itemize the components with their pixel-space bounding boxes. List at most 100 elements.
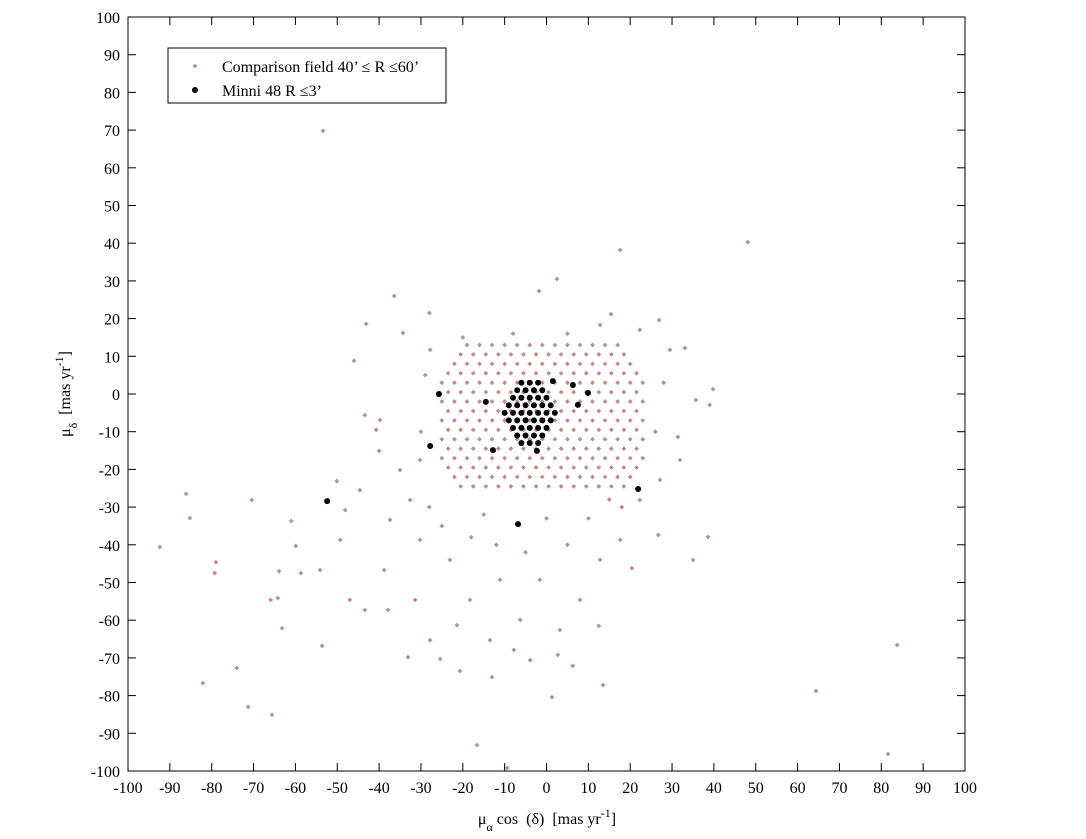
point <box>474 742 480 748</box>
point <box>608 370 614 376</box>
point <box>634 408 639 414</box>
point <box>555 652 561 658</box>
point <box>510 331 516 337</box>
point <box>596 389 602 395</box>
point <box>487 637 493 643</box>
point <box>483 427 489 433</box>
point <box>234 665 240 671</box>
point <box>521 465 526 470</box>
point <box>745 239 751 245</box>
point <box>547 417 554 424</box>
point <box>470 370 476 376</box>
point <box>621 446 627 452</box>
x-tick-label: 90 <box>915 780 931 797</box>
series <box>324 378 642 528</box>
point <box>405 654 411 660</box>
point <box>539 342 545 348</box>
point <box>657 477 663 483</box>
point <box>571 370 577 376</box>
point <box>357 487 363 493</box>
point <box>527 361 533 367</box>
point <box>565 331 570 337</box>
point <box>640 399 646 404</box>
point <box>526 440 533 447</box>
point <box>585 516 591 521</box>
point <box>458 446 464 452</box>
point <box>514 387 521 394</box>
point <box>417 537 423 543</box>
point <box>590 361 595 367</box>
point <box>583 427 589 433</box>
y-tick-label: 70 <box>104 123 120 140</box>
point <box>470 483 476 489</box>
point <box>477 361 482 367</box>
point <box>522 387 529 394</box>
point <box>635 486 642 493</box>
point <box>418 429 424 435</box>
point <box>407 497 413 503</box>
point <box>608 389 614 395</box>
point <box>535 394 542 401</box>
point <box>422 372 428 378</box>
point <box>571 446 577 452</box>
point <box>458 352 464 357</box>
point <box>546 389 551 395</box>
point <box>558 370 564 376</box>
point <box>530 387 537 394</box>
point <box>489 436 495 442</box>
point <box>627 474 633 480</box>
point <box>439 417 445 423</box>
point <box>501 409 508 416</box>
point <box>596 427 602 433</box>
point <box>293 543 299 549</box>
point <box>602 380 608 386</box>
point <box>489 399 495 404</box>
point <box>279 625 285 631</box>
point <box>502 342 508 348</box>
point <box>495 389 501 395</box>
point <box>435 391 442 397</box>
point <box>634 389 639 395</box>
point <box>640 455 646 461</box>
legend: Comparison field 40’ ≤ R ≤60’ Minni 48 R … <box>192 59 419 100</box>
axes: -100 -90 -80 -70 -60 -50 -40 -30 -20 -10 0 10 20 30 40… <box>91 10 977 797</box>
point <box>565 399 570 404</box>
y-label-text: [mas yr <box>57 366 74 423</box>
point <box>627 399 633 404</box>
point <box>583 352 589 357</box>
point <box>615 474 621 480</box>
point <box>502 436 508 442</box>
y-tick-label: 90 <box>104 48 120 65</box>
point <box>337 537 343 543</box>
point <box>526 424 533 431</box>
point <box>452 474 457 480</box>
point <box>539 455 545 461</box>
point <box>527 455 533 461</box>
point <box>268 597 274 603</box>
point <box>417 457 423 463</box>
point <box>615 361 621 367</box>
point <box>495 408 501 414</box>
point <box>629 565 635 571</box>
point <box>495 483 501 489</box>
point <box>458 389 464 395</box>
point <box>570 663 576 669</box>
point <box>477 342 482 348</box>
point <box>505 402 512 409</box>
point <box>602 342 608 348</box>
legend-marker <box>192 87 198 93</box>
point <box>526 394 533 401</box>
point <box>590 436 595 442</box>
point <box>502 417 508 423</box>
point <box>464 455 470 461</box>
point <box>536 288 542 294</box>
y-tick-label: -50 <box>99 576 120 593</box>
point <box>565 417 570 423</box>
point <box>452 399 457 404</box>
point <box>606 497 612 502</box>
point <box>558 465 564 470</box>
point <box>590 342 595 348</box>
point <box>439 399 445 404</box>
point <box>565 342 570 348</box>
point <box>682 345 688 351</box>
